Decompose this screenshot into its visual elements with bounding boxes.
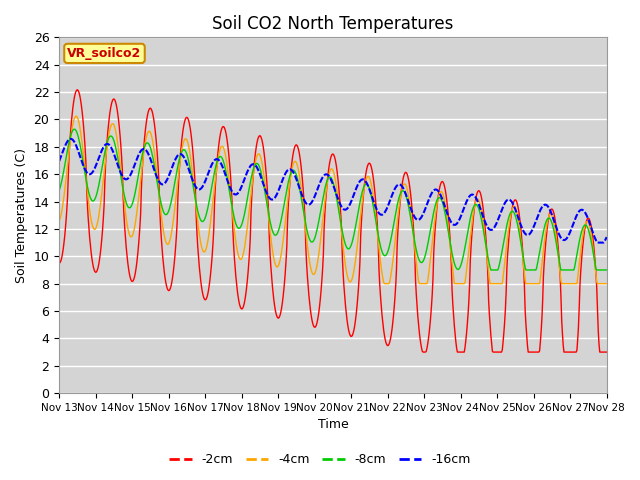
-16cm [400,187,408,193]
Line: -2cm: -2cm [59,90,607,352]
-8cm [416,259,424,264]
-2cm [416,336,424,341]
-8cm [207,190,214,196]
-16cm [207,164,214,170]
-2cm [65,152,73,158]
Line: -4cm: -4cm [59,116,607,284]
-16cm [55,158,63,164]
Line: -16cm: -16cm [59,139,607,242]
-4cm [380,281,388,287]
-4cm [72,113,80,119]
-16cm [603,234,611,240]
-2cm [74,87,81,93]
-2cm [419,349,427,355]
-8cm [603,267,611,273]
-8cm [65,139,73,145]
Line: -8cm: -8cm [59,129,607,270]
-4cm [122,215,130,221]
-4cm [65,149,73,155]
-4cm [178,147,186,153]
-2cm [603,349,611,355]
-8cm [122,200,130,205]
-2cm [55,260,63,266]
Text: VR_soilco2: VR_soilco2 [67,47,141,60]
-2cm [178,138,186,144]
-4cm [207,218,214,224]
-16cm [416,216,424,222]
-16cm [178,152,186,157]
-4cm [401,181,409,187]
Legend: -2cm, -4cm, -8cm, -16cm: -2cm, -4cm, -8cm, -16cm [164,448,476,471]
-8cm [400,189,408,194]
-4cm [417,281,425,287]
-4cm [603,281,611,287]
Title: Soil CO2 North Temperatures: Soil CO2 North Temperatures [212,15,454,33]
-8cm [70,126,78,132]
-8cm [487,267,495,273]
-16cm [594,240,602,245]
X-axis label: Time: Time [317,419,348,432]
-16cm [67,136,74,142]
-8cm [55,188,63,193]
-16cm [65,137,73,143]
-8cm [178,149,186,155]
-4cm [55,218,63,224]
-2cm [207,270,214,276]
-16cm [122,177,130,182]
-2cm [400,172,408,178]
Y-axis label: Soil Temperatures (C): Soil Temperatures (C) [15,148,28,283]
-2cm [122,244,130,250]
